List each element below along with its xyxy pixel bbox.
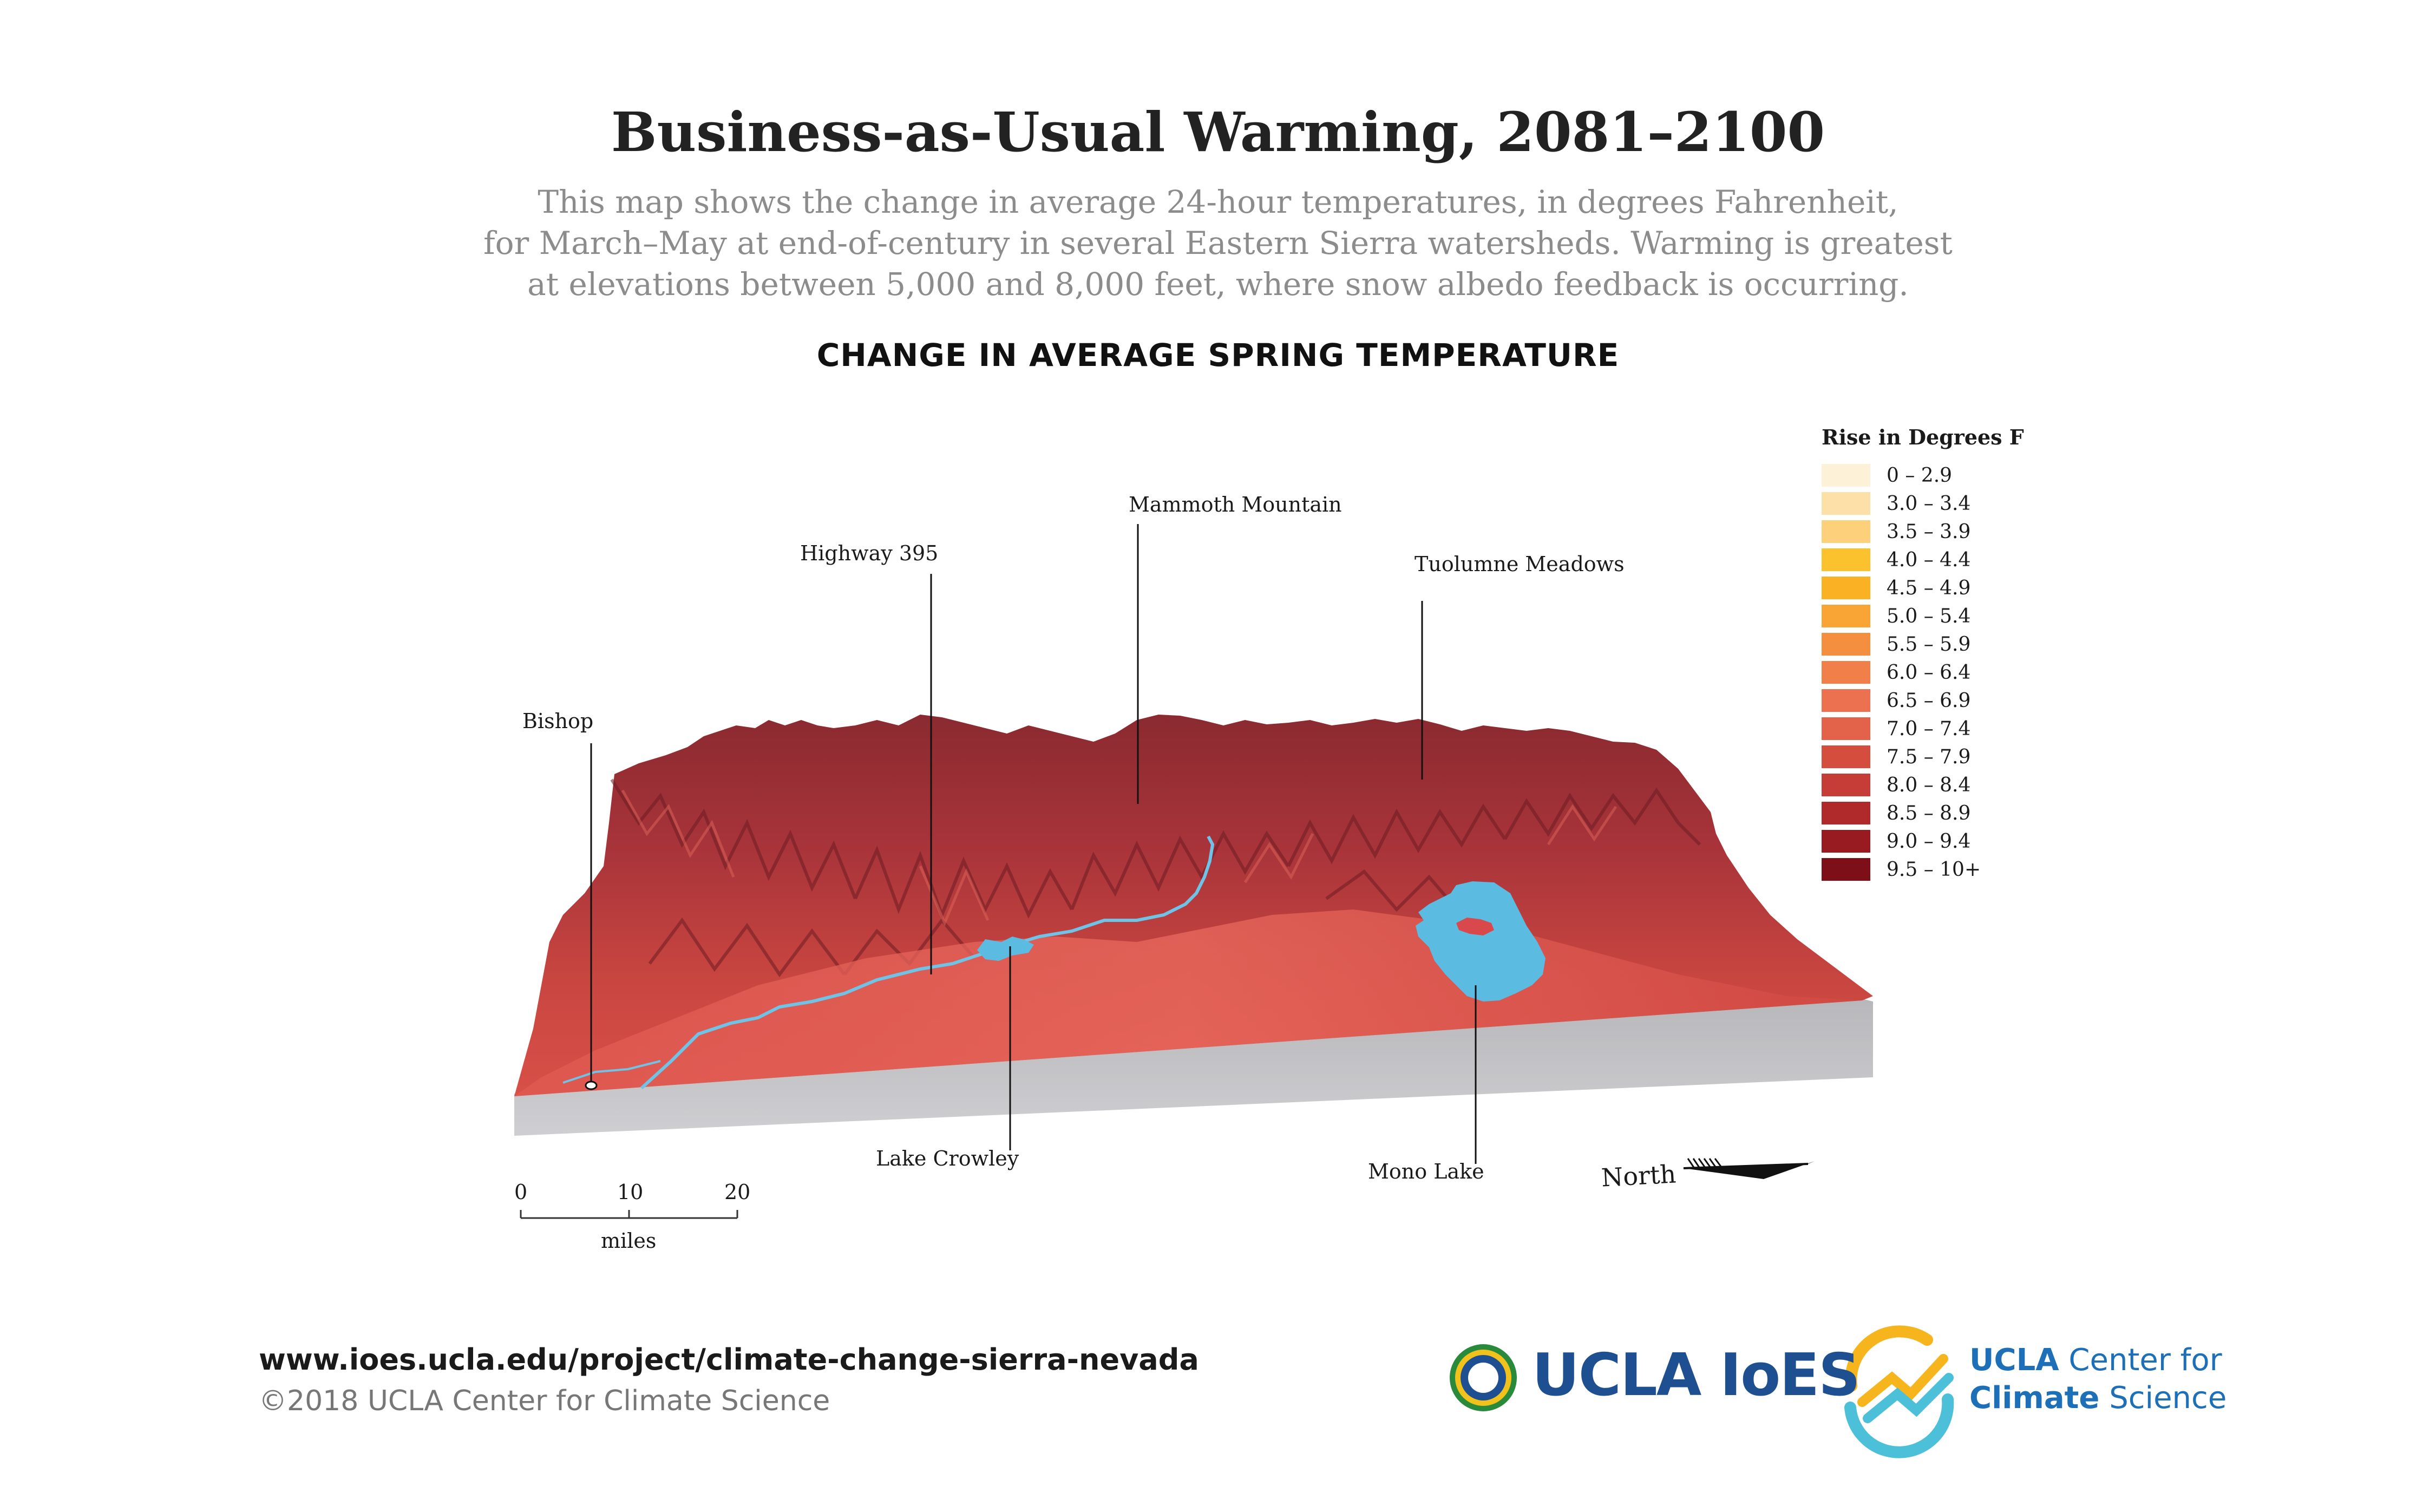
legend-label: 6.5 – 6.9 [1887,689,1971,712]
legend-item: 3.5 – 3.9 [1822,518,2024,546]
ccs-logo-line-2: Climate Science [1969,1380,2227,1416]
north-label: North [1600,1159,1677,1193]
legend-item: 7.5 – 7.9 [1822,743,2024,771]
legend-item: 4.0 – 4.4 [1822,546,2024,574]
scale-tick-20: 20 [724,1180,751,1204]
ccs-logo-science: Science [2099,1380,2227,1416]
legend: Rise in Degrees F 0 – 2.9 3.0 – 3.4 3.5 … [1822,425,2024,883]
legend-label: 3.5 – 3.9 [1887,520,1971,543]
label-tuolumne-meadows: Tuolumne Meadows [1415,552,1625,576]
legend-item: 7.0 – 7.4 [1822,715,2024,743]
description-line-1: This map shows the change in average 24-… [538,184,1898,220]
legend-item: 4.5 – 4.9 [1822,574,2024,602]
legend-swatch [1822,633,1870,656]
legend-item: 8.5 – 8.9 [1822,799,2024,827]
legend-label: 9.0 – 9.4 [1887,830,1971,853]
mono-lake-island [1456,918,1494,935]
ccs-logo-center-for: Center for [2059,1343,2222,1378]
legend-label: 8.0 – 8.4 [1887,774,1971,796]
ridge-texture [610,778,1701,978]
legend-swatch [1822,745,1870,768]
legend-label: 7.0 – 7.4 [1887,717,1971,740]
bishop-point [585,1081,598,1090]
legend-label: 9.5 – 10+ [1887,858,1981,881]
ccs-logo-climate: Climate [1969,1380,2100,1416]
legend-swatch [1822,605,1870,627]
label-leader-lines [590,524,1477,1164]
map-subtitle: CHANGE IN AVERAGE SPRING TEMPERATURE [816,337,1620,374]
description-line-3: at elevations between 5,000 and 8,000 fe… [527,266,1909,303]
scale-unit: miles [601,1229,657,1253]
label-highway-395: Highway 395 [800,541,939,565]
side-river [562,1060,661,1084]
legend-swatch [1822,661,1870,684]
legend-swatch [1822,802,1870,824]
legend-item: 6.5 – 6.9 [1822,686,2024,715]
mono-lake [1416,881,1546,1002]
legend-swatch [1822,464,1870,487]
legend-label: 0 – 2.9 [1887,464,1953,487]
legend-swatch [1822,774,1870,796]
legend-swatch [1822,830,1870,853]
north-arrow-icon [1683,1158,1815,1179]
legend-item: 8.0 – 8.4 [1822,771,2024,799]
legend-title: Rise in Degrees F [1822,425,2024,449]
ccs-logo-line-1: UCLA Center for [1969,1343,2222,1378]
legend-swatch [1822,520,1870,543]
legend-label: 6.0 – 6.4 [1887,661,1971,684]
legend-item: 9.0 – 9.4 [1822,827,2024,855]
legend-item: 5.5 – 5.9 [1822,630,2024,658]
label-bishop: Bishop [522,709,594,733]
legend-label: 5.5 – 5.9 [1887,633,1971,656]
ucla-ioes-logo-icon [1450,1344,1517,1411]
ucla-ioes-logo: UCLA IoES [1532,1341,1861,1409]
legend-swatch [1822,548,1870,571]
scale-tick-0: 0 [514,1180,528,1204]
project-url-link[interactable]: www.ioes.ucla.edu/project/climate-change… [259,1343,1199,1377]
legend-label: 5.0 – 5.4 [1887,605,1971,627]
ridge-highlights [621,789,1618,927]
scale-bar [520,1210,738,1219]
legend-swatch [1822,577,1870,599]
legend-item: 5.0 – 5.4 [1822,602,2024,630]
ccs-logo-ucla: UCLA [1969,1343,2059,1378]
label-mammoth-mountain: Mammoth Mountain [1129,493,1342,516]
terrain-base-side [514,999,1873,1136]
legend-swatch [1822,858,1870,881]
copyright-text: ©2018 UCLA Center for Climate Science [259,1385,830,1417]
legend-item: 3.0 – 3.4 [1822,489,2024,518]
legend-swatch [1822,492,1870,515]
label-mono-lake: Mono Lake [1368,1160,1484,1183]
legend-items: 0 – 2.9 3.0 – 3.4 3.5 – 3.9 4.0 – 4.4 4.… [1822,461,2024,883]
legend-swatch [1822,717,1870,740]
legend-item: 6.0 – 6.4 [1822,658,2024,686]
legend-item: 9.5 – 10+ [1822,855,2024,883]
legend-label: 4.5 – 4.9 [1887,577,1971,599]
legend-label: 3.0 – 3.4 [1887,492,1971,515]
lake-crowley [977,937,1034,961]
label-lake-crowley: Lake Crowley [876,1147,1019,1170]
map-description: This map shows the change in average 24-… [325,181,2111,305]
legend-item: 0 – 2.9 [1822,461,2024,489]
description-line-2: for March–May at end-of-century in sever… [483,225,1953,261]
legend-label: 7.5 – 7.9 [1887,745,1971,768]
climate-science-logo-icon [1844,1325,1954,1458]
page-title: Business-as-Usual Warming, 2081–2100 [611,100,1825,164]
legend-label: 8.5 – 8.9 [1887,802,1971,824]
legend-swatch [1822,689,1870,712]
legend-label: 4.0 – 4.4 [1887,548,1971,571]
scale-tick-10: 10 [617,1180,644,1204]
